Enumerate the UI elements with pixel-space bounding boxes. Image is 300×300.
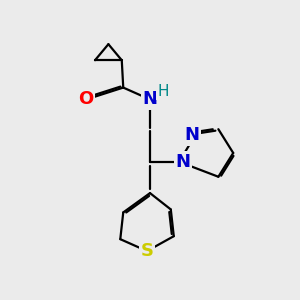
- Text: N: N: [175, 153, 190, 171]
- Text: S: S: [140, 242, 154, 260]
- Text: O: O: [79, 91, 94, 109]
- Text: N: N: [184, 126, 199, 144]
- Text: H: H: [158, 84, 169, 99]
- Text: N: N: [142, 91, 158, 109]
